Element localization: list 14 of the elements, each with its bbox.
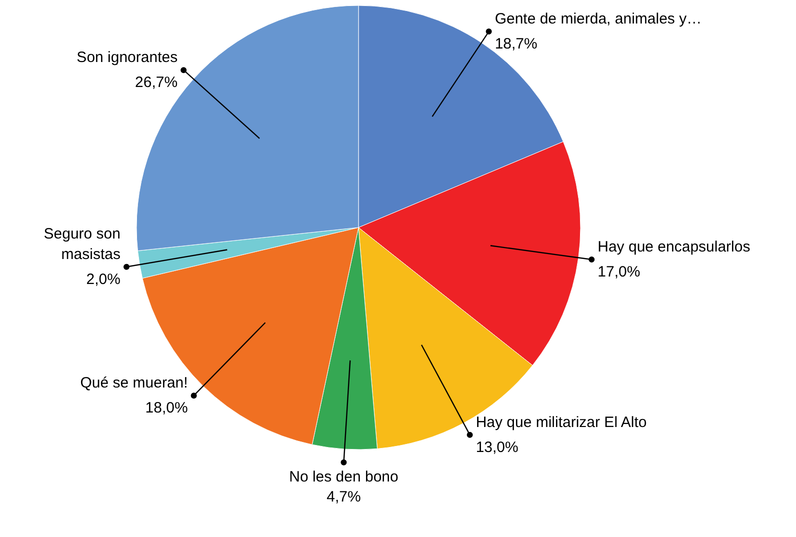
slice-label: Gente de mierda, animales y… bbox=[494, 10, 702, 28]
slice-label: Son ignorantes bbox=[76, 49, 178, 66]
data-label: 26,7% bbox=[135, 74, 178, 92]
slice-label: No les den bono bbox=[289, 468, 398, 486]
data-label: 17,0% bbox=[598, 264, 640, 281]
slice-label: Seguro son masistas bbox=[44, 225, 121, 263]
data-label: 18,0% bbox=[145, 400, 188, 417]
slice-label: Hay que militarizar El Alto bbox=[476, 414, 647, 431]
slice-label: Hay que encapsularlos bbox=[598, 238, 750, 256]
data-label: 4,7% bbox=[326, 488, 361, 506]
slice-label: Qué se mueran! bbox=[80, 374, 188, 392]
data-label: 18,7% bbox=[494, 36, 538, 53]
data-label: 2,0% bbox=[86, 270, 121, 288]
data-label: 13,0% bbox=[476, 438, 518, 456]
